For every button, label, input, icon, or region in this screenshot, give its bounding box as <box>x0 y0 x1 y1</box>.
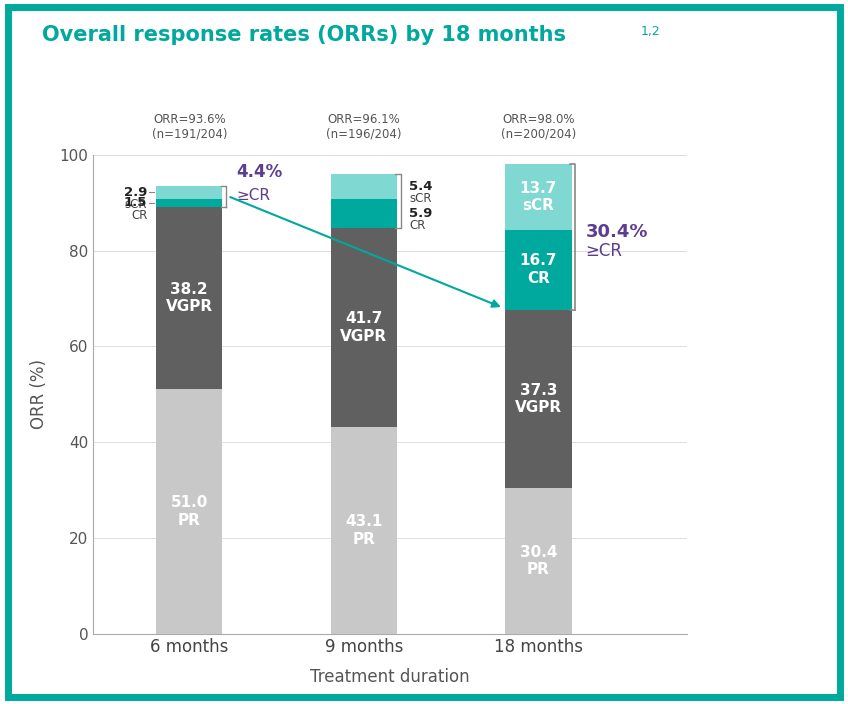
Text: 51.0
PR: 51.0 PR <box>170 496 208 528</box>
Bar <box>331 174 397 199</box>
X-axis label: Treatment duration: Treatment duration <box>310 667 470 686</box>
Bar <box>505 310 572 488</box>
Text: 1,2: 1,2 <box>641 25 661 37</box>
Text: 1.5: 1.5 <box>124 196 148 210</box>
Bar <box>331 427 397 634</box>
Text: 13.7
sCR: 13.7 sCR <box>520 180 557 213</box>
Text: 37.3
VGPR: 37.3 VGPR <box>515 382 562 415</box>
Text: 30.4
PR: 30.4 PR <box>520 545 557 577</box>
Text: ORR=98.0%
(n=200/204): ORR=98.0% (n=200/204) <box>501 113 576 141</box>
Text: 41.7
VGPR: 41.7 VGPR <box>340 311 388 344</box>
Y-axis label: ORR (%): ORR (%) <box>31 359 48 429</box>
Bar <box>505 230 572 310</box>
Text: ORR=96.1%
(n=196/204): ORR=96.1% (n=196/204) <box>326 113 402 141</box>
Text: 30.4%: 30.4% <box>586 223 648 241</box>
Text: ≥CR: ≥CR <box>586 242 622 260</box>
Bar <box>331 199 397 227</box>
Text: 16.7
CR: 16.7 CR <box>520 253 557 286</box>
Text: 5.4: 5.4 <box>410 180 432 193</box>
Bar <box>505 488 572 634</box>
Text: 43.1
PR: 43.1 PR <box>345 514 382 546</box>
Text: ORR=93.6%
(n=191/204): ORR=93.6% (n=191/204) <box>152 113 227 141</box>
Text: 4.4%: 4.4% <box>237 163 282 181</box>
Bar <box>505 164 572 230</box>
Bar <box>156 186 222 199</box>
Text: 2.9: 2.9 <box>124 186 148 199</box>
Text: 38.2
VGPR: 38.2 VGPR <box>165 282 213 314</box>
Text: ≥CR: ≥CR <box>237 188 271 203</box>
Text: Overall response rates (ORRs) by 18 months: Overall response rates (ORRs) by 18 mont… <box>42 25 566 44</box>
Text: 5.9: 5.9 <box>410 207 432 220</box>
Text: sCR: sCR <box>410 192 432 206</box>
Text: CR: CR <box>410 219 426 232</box>
Bar <box>156 389 222 634</box>
Bar <box>156 206 222 389</box>
Bar <box>331 227 397 427</box>
Text: sCR: sCR <box>125 199 148 211</box>
Bar <box>156 199 222 206</box>
Text: CR: CR <box>131 208 148 222</box>
